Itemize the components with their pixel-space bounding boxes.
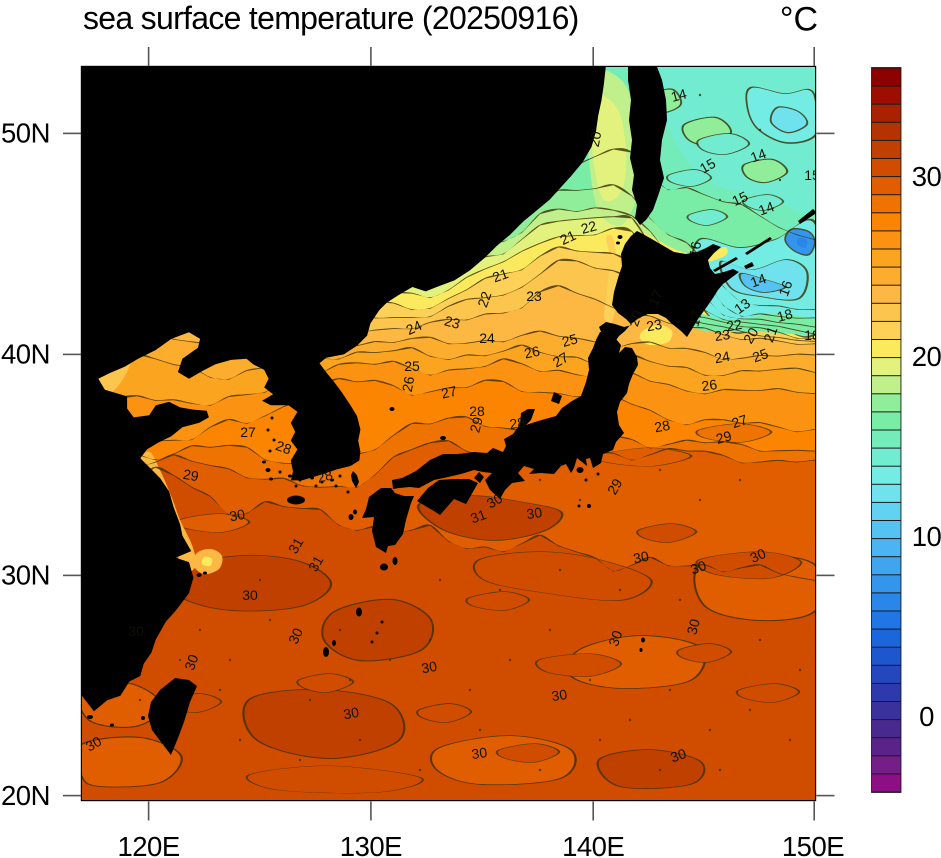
svg-text:30: 30 — [668, 745, 688, 765]
svg-text:28: 28 — [315, 466, 334, 486]
svg-text:22: 22 — [579, 217, 598, 237]
svg-text:30: 30 — [605, 628, 625, 648]
svg-text:14: 14 — [748, 145, 768, 165]
svg-text:25: 25 — [750, 345, 770, 365]
svg-text:16: 16 — [686, 240, 704, 258]
svg-text:30: 30 — [420, 658, 438, 676]
svg-text:50N: 50N — [1, 118, 50, 149]
svg-text:28: 28 — [653, 417, 671, 435]
svg-text:26: 26 — [700, 376, 718, 394]
svg-text:30: 30 — [83, 733, 105, 755]
svg-text:30: 30 — [632, 548, 651, 567]
svg-text:31: 31 — [305, 553, 327, 575]
svg-text:30: 30 — [550, 686, 568, 704]
svg-text:40N: 40N — [1, 339, 50, 370]
svg-text:27: 27 — [550, 349, 572, 371]
svg-text:16: 16 — [775, 278, 795, 298]
svg-text:28: 28 — [508, 414, 526, 432]
svg-text:18: 18 — [804, 327, 820, 343]
svg-text:29: 29 — [182, 466, 200, 484]
svg-text:30: 30 — [342, 704, 360, 722]
svg-text:30: 30 — [688, 557, 708, 577]
svg-text:15: 15 — [697, 155, 719, 177]
svg-text:30: 30 — [683, 617, 703, 636]
svg-text:18: 18 — [775, 305, 794, 325]
svg-text:22: 22 — [474, 289, 494, 309]
svg-text:20: 20 — [740, 325, 762, 347]
svg-text:30: 30 — [747, 545, 768, 566]
svg-text:15: 15 — [729, 188, 750, 209]
svg-text:20N: 20N — [1, 780, 50, 811]
svg-text:30: 30 — [484, 490, 506, 512]
svg-text:30: 30 — [242, 587, 258, 603]
svg-text:23: 23 — [443, 312, 462, 332]
svg-text:27: 27 — [240, 424, 256, 440]
svg-text:31: 31 — [285, 535, 307, 557]
svg-text:17: 17 — [685, 309, 705, 328]
svg-text:29: 29 — [714, 427, 733, 447]
svg-text:15: 15 — [804, 167, 820, 183]
svg-text:30: 30 — [128, 623, 144, 639]
svg-text:23: 23 — [526, 288, 542, 304]
svg-text:20: 20 — [912, 341, 941, 372]
svg-text:28: 28 — [469, 403, 485, 419]
svg-text:10: 10 — [912, 521, 941, 552]
svg-text:14: 14 — [756, 198, 776, 218]
svg-text:30: 30 — [285, 625, 306, 646]
svg-text:31: 31 — [468, 506, 488, 526]
svg-text:23: 23 — [713, 326, 731, 344]
svg-text:140E: 140E — [562, 831, 624, 858]
svg-text:20: 20 — [625, 308, 645, 328]
svg-text:30: 30 — [470, 744, 488, 762]
svg-text:23: 23 — [645, 316, 663, 334]
svg-text:150E: 150E — [782, 831, 844, 858]
svg-text:30: 30 — [181, 652, 201, 672]
svg-text:21: 21 — [557, 227, 578, 248]
svg-text:29: 29 — [604, 476, 626, 498]
svg-text:27: 27 — [440, 383, 459, 402]
svg-text:24: 24 — [403, 317, 424, 338]
svg-text:26: 26 — [523, 343, 542, 362]
svg-text:26: 26 — [399, 375, 417, 393]
svg-text:27: 27 — [730, 411, 750, 431]
svg-text:20: 20 — [586, 130, 604, 148]
svg-text:29: 29 — [466, 415, 486, 434]
svg-text:120E: 120E — [117, 831, 179, 858]
svg-text:30N: 30N — [1, 560, 50, 591]
svg-text:24: 24 — [713, 348, 731, 366]
svg-text:24: 24 — [479, 330, 495, 346]
svg-text:21: 21 — [490, 265, 510, 285]
svg-text:0: 0 — [919, 701, 934, 732]
svg-text:30: 30 — [525, 504, 543, 522]
svg-text:22: 22 — [725, 316, 743, 334]
svg-text:28: 28 — [274, 437, 294, 457]
svg-text:30: 30 — [228, 506, 246, 524]
svg-text:25: 25 — [404, 358, 420, 374]
svg-text:17: 17 — [645, 287, 666, 308]
svg-text:14: 14 — [669, 85, 688, 105]
svg-text:25: 25 — [560, 330, 579, 350]
svg-text:sea surface temperature (20250: sea surface temperature (20250916) — [83, 0, 579, 36]
svg-text:°C: °C — [780, 1, 818, 39]
svg-text:130E: 130E — [340, 831, 402, 858]
svg-text:21: 21 — [760, 324, 780, 344]
svg-text:14: 14 — [748, 270, 768, 290]
svg-text:30: 30 — [912, 161, 941, 192]
